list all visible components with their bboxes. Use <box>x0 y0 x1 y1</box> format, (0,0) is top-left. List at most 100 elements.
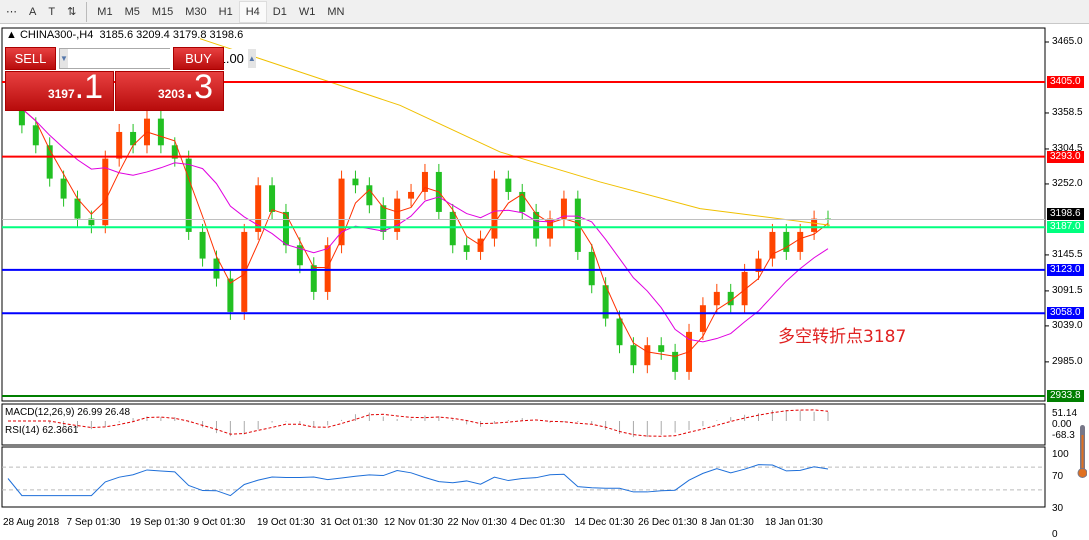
candle <box>449 211 456 246</box>
level-price-label: 3187.0 <box>1047 221 1084 234</box>
timeframe-h4[interactable]: H4 <box>238 0 267 23</box>
timeframe-mn[interactable]: MN <box>327 5 345 18</box>
candle <box>602 285 609 319</box>
candle <box>699 305 706 332</box>
level-price-label: 3293.0 <box>1047 150 1084 163</box>
candle <box>157 118 164 146</box>
candle <box>797 231 804 252</box>
lot-size-input[interactable]: ▼ ▲ <box>59 48 256 69</box>
timeframe-h1[interactable]: H1 <box>218 5 233 18</box>
sell-price-small: .1 <box>74 68 103 106</box>
candle <box>171 145 178 159</box>
ma-long-line <box>199 38 831 226</box>
date-axis-label: 18 Jan 01:30 <box>765 517 823 528</box>
rsi-axis-label: 100 <box>1052 449 1069 460</box>
candle <box>116 131 123 159</box>
candle <box>505 178 512 192</box>
date-axis-label: 7 Sep 01:30 <box>67 517 121 528</box>
rsi-axis-label: 70 <box>1052 471 1064 482</box>
buy-price-big: 3203 <box>157 87 185 101</box>
candle <box>185 158 192 232</box>
rsi-label: RSI(14) 62.3661 <box>5 425 79 436</box>
text-tool-button[interactable]: A <box>29 5 37 18</box>
sell-price-button[interactable]: 3197.1 <box>5 68 114 111</box>
arrows-button[interactable]: ⇅ <box>67 6 77 18</box>
candle <box>713 291 720 306</box>
macd-panel <box>1 403 1046 446</box>
candle <box>366 185 373 206</box>
candle <box>408 191 415 199</box>
decrease-lot-button[interactable]: ▼ <box>60 49 68 68</box>
buy-price-small: .3 <box>184 68 213 106</box>
candle <box>658 345 665 352</box>
candle <box>588 251 595 286</box>
candle <box>102 158 109 226</box>
level-price-label: 3123.0 <box>1047 263 1084 276</box>
level-price-label: 3405.0 <box>1047 75 1084 88</box>
buy-button[interactable]: BUY <box>173 47 224 70</box>
chart-annotation: 多空转折点3187 <box>778 327 907 347</box>
macd-label: MACD(12,26,9) 26.99 26.48 <box>5 407 131 418</box>
candle <box>463 245 470 252</box>
sell-button[interactable]: SELL <box>5 47 56 70</box>
date-axis-label: 8 Jan 01:30 <box>702 517 755 528</box>
candle <box>199 231 206 259</box>
date-axis-label: 28 Aug 2018 <box>3 517 60 528</box>
candle <box>282 211 289 246</box>
price-axis-label: 3304.5 <box>1052 142 1083 154</box>
candle <box>741 271 748 306</box>
price-axis-label: 3358.5 <box>1052 106 1083 118</box>
text-label-button[interactable]: T <box>48 5 56 18</box>
date-axis-label: 26 Dec 01:30 <box>638 517 698 528</box>
timeframe-w1[interactable]: W1 <box>298 5 316 18</box>
candle <box>130 131 137 146</box>
candle <box>519 191 526 212</box>
timeframes: M1 M5 M15 M30 H1 H4 D1 W1 MN <box>91 0 350 23</box>
candle <box>255 185 262 232</box>
macd-axis-label: 51.14 <box>1052 408 1078 419</box>
candle <box>547 218 554 239</box>
candle <box>213 258 220 279</box>
ma-medium-line <box>7 91 829 343</box>
buy-price-button[interactable]: 3203.3 <box>115 68 224 111</box>
timeframe-d1[interactable]: D1 <box>272 5 287 18</box>
separator <box>86 1 88 22</box>
candle <box>672 351 679 372</box>
candle <box>727 291 734 306</box>
timeframe-m5[interactable]: M5 <box>124 5 140 18</box>
timeframe-m30[interactable]: M30 <box>185 5 207 18</box>
date-axis-label: 12 Nov 01:30 <box>384 517 444 528</box>
candle <box>630 345 637 366</box>
line-studies-icon[interactable]: ⋯ <box>6 6 17 18</box>
rsi-axis-label: 0 <box>1052 529 1058 540</box>
timeframe-m1[interactable]: M1 <box>97 5 113 18</box>
rsi-axis-label: 30 <box>1052 503 1064 514</box>
candle <box>241 231 248 312</box>
candle <box>394 198 401 232</box>
ohlc-values: 3185.6 3209.4 3179.8 3198.6 <box>99 29 244 41</box>
rsi-panel <box>1 446 1046 508</box>
date-axis-label: 19 Oct 01:30 <box>257 517 315 528</box>
toolbar: ⋯ A T ⇅ M1 M5 M15 M30 H1 H4 D1 W1 MN <box>0 0 1089 24</box>
candle <box>811 218 818 232</box>
price-chart[interactable]: 28 Aug 2018 7 Sep 01:30 19 Sep 01:30 9 Oct … <box>0 25 1089 532</box>
date-axis-label: 31 Oct 01:30 <box>321 517 379 528</box>
one-click-trading: SELL ▼ ▲ BUY 3197.1 3203.3 <box>5 47 256 111</box>
candle <box>769 231 776 259</box>
timeframe-m15[interactable]: M15 <box>151 5 174 18</box>
candle <box>60 178 67 199</box>
candle <box>32 125 39 146</box>
level-price-label: 3058.0 <box>1047 307 1084 320</box>
candle <box>644 345 651 366</box>
date-axis-label: 19 Sep 01:30 <box>130 517 190 528</box>
candle <box>491 178 498 239</box>
candle <box>421 171 428 192</box>
price-axis-label: 2985.0 <box>1052 355 1083 367</box>
candle <box>560 198 567 219</box>
price-axis-label: 3091.5 <box>1052 284 1083 296</box>
macd-signal-line <box>8 409 829 437</box>
increase-lot-button[interactable]: ▲ <box>247 49 256 68</box>
ma-fast-line <box>7 91 829 357</box>
date-axis-label: 4 Dec 01:30 <box>511 517 565 528</box>
symbol-title: CHINA300-,H4 <box>19 29 94 41</box>
